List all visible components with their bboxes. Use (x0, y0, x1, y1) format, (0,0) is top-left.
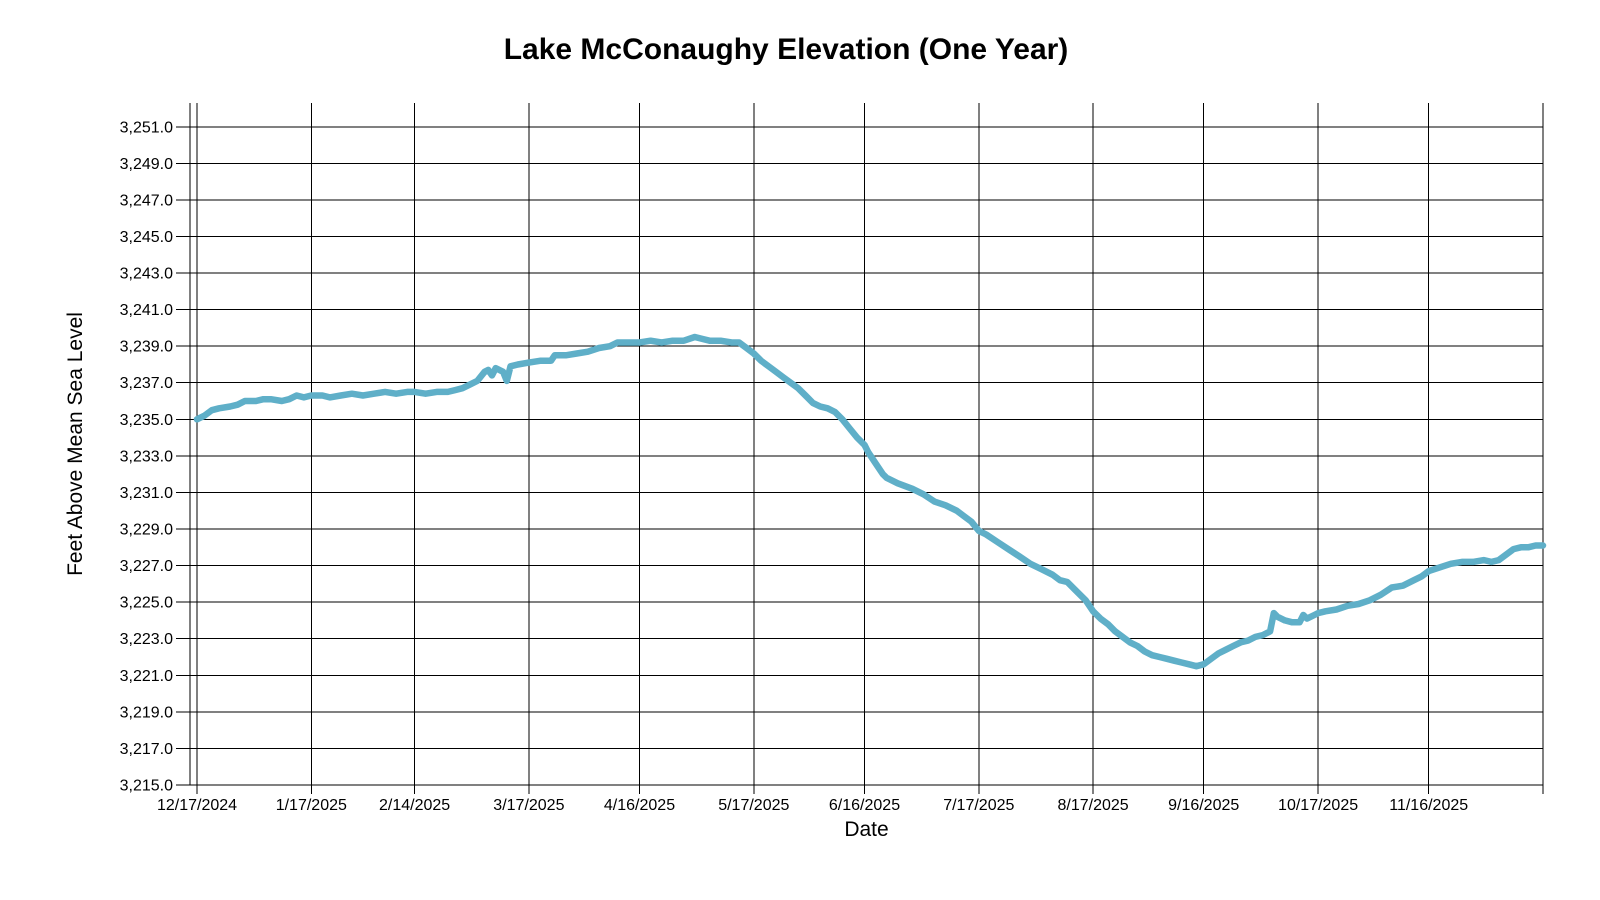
y-tick-label: 3,243.0 (120, 266, 173, 283)
x-tick-label: 2/14/2025 (379, 797, 450, 814)
y-tick-label: 3,245.0 (120, 229, 173, 246)
chart-title: Lake McConaughy Elevation (One Year) (503, 33, 1069, 66)
elevation-line (193, 333, 1547, 670)
y-tick-label: 3,231.0 (120, 485, 173, 502)
y-tick-label: 3,229.0 (120, 522, 173, 539)
x-tick-label: 1/17/2025 (276, 797, 347, 814)
x-axis-title: Date (844, 818, 889, 841)
y-grid: 3,251.0 3,249.0 3,247.0 3,245.0 3,243.0 3,241… (120, 119, 1543, 795)
x-tick-label: 11/16/2025 (1389, 797, 1468, 814)
y-tick-label: 3,225.0 (120, 595, 173, 612)
x-tick-label: 10/17/2025 (1278, 797, 1358, 814)
x-tick-label: 6/16/2025 (829, 797, 900, 814)
x-grid: 12/17/2024 1/17/2025 2/14/2025 3/17/2025 4/1… (157, 103, 1544, 814)
y-tick-label: 3,219.0 (120, 704, 173, 721)
y-tick-label: 3,237.0 (120, 375, 173, 392)
x-tick-label: 4/16/2025 (604, 797, 675, 814)
y-tick-label: 3,249.0 (120, 156, 173, 173)
y-tick-label: 3,227.0 (120, 558, 173, 575)
y-tick-label: 3,221.0 (120, 668, 173, 685)
y-tick-label: 3,217.0 (120, 741, 173, 758)
x-tick-label: 9/16/2025 (1168, 797, 1239, 814)
y-tick-label: 3,233.0 (120, 448, 173, 465)
y-tick-label: 3,251.0 (120, 119, 173, 136)
x-tick-label: 7/17/2025 (943, 797, 1014, 814)
y-tick-label: 3,223.0 (120, 631, 173, 648)
x-tick-label: 5/17/2025 (718, 797, 789, 814)
x-tick-label: 8/17/2025 (1058, 797, 1129, 814)
y-tick-label: 3,235.0 (120, 412, 173, 429)
x-tick-label: 12/17/2024 (157, 797, 237, 814)
y-tick-label: 3,241.0 (120, 302, 173, 319)
y-tick-label: 3,239.0 (120, 339, 173, 356)
y-tick-label: 3,247.0 (120, 192, 173, 209)
y-tick-label: 3,215.0 (120, 778, 173, 795)
x-tick-label: 3/17/2025 (493, 797, 564, 814)
